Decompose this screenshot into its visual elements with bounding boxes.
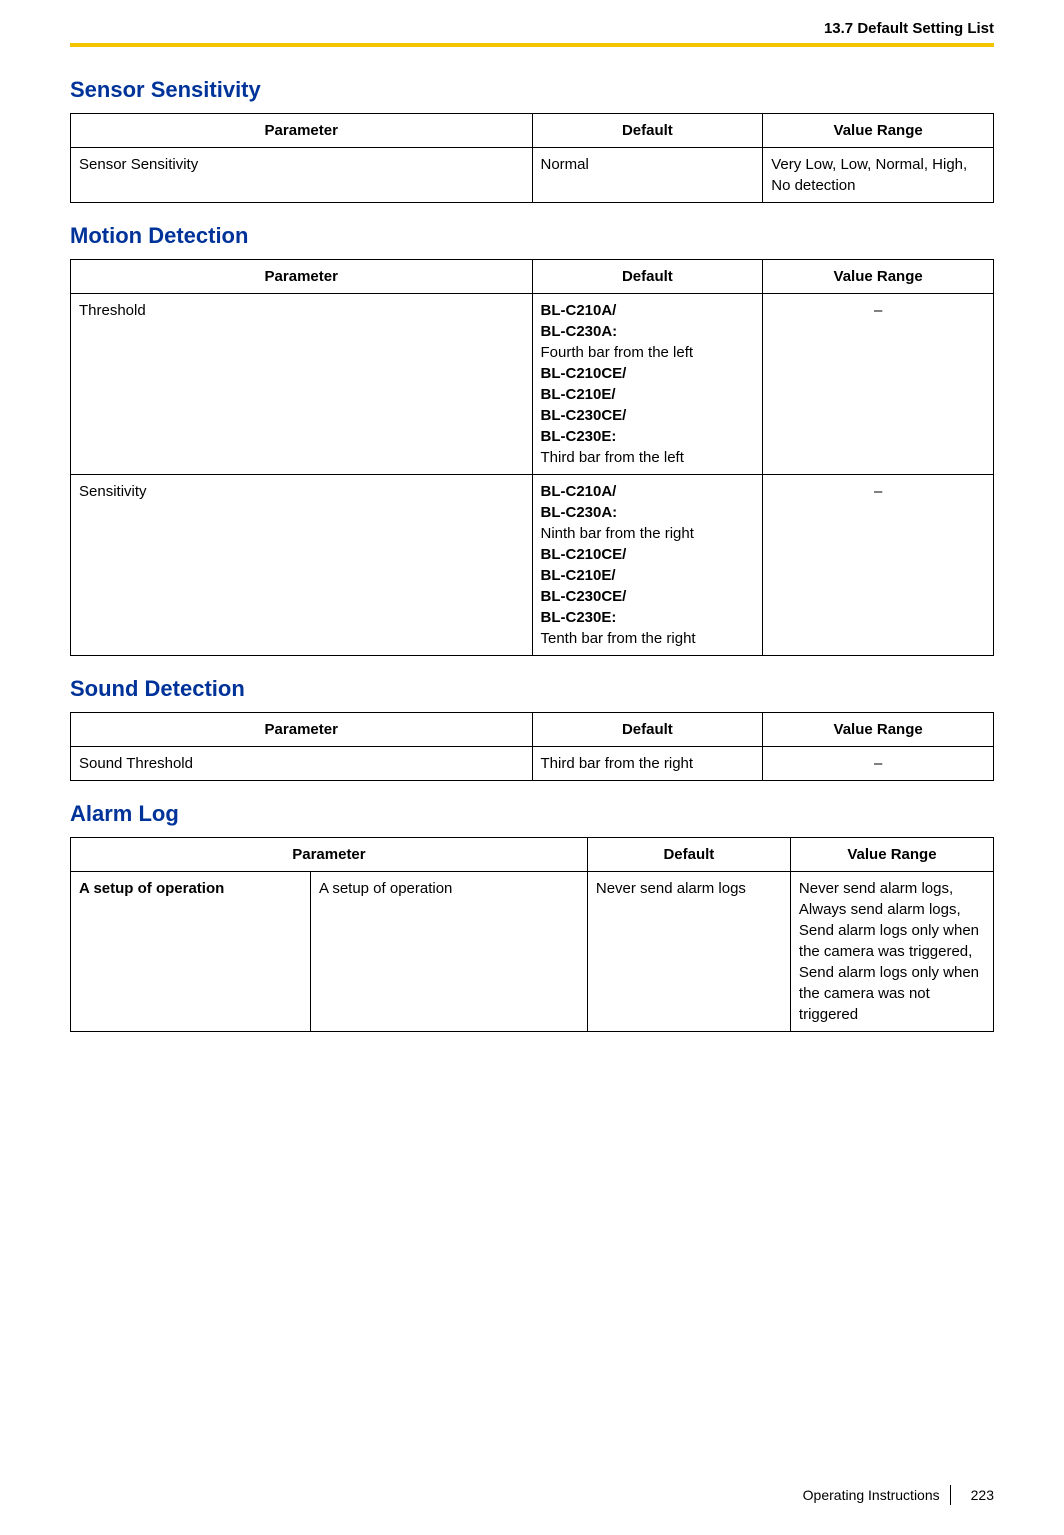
cell-param1: A setup of operation <box>71 872 311 1032</box>
section-title-alarm: Alarm Log <box>70 801 994 827</box>
header-breadcrumb: 13.7 Default Setting List <box>70 20 994 43</box>
table-sound: Parameter Default Value Range Sound Thre… <box>70 712 994 781</box>
table-header-row: Parameter Default Value Range <box>71 260 994 294</box>
table-alarm: Parameter Default Value Range A setup of… <box>70 837 994 1032</box>
table-row: Sensor Sensitivity Normal Very Low, Low,… <box>71 148 994 203</box>
cell-param: Sensitivity <box>71 475 533 656</box>
section-title-motion: Motion Detection <box>70 223 994 249</box>
table-row: A setup of operation A setup of operatio… <box>71 872 994 1032</box>
cell-range: – <box>763 294 994 475</box>
th-parameter: Parameter <box>71 114 533 148</box>
value-line: Ninth bar from the right <box>541 525 694 542</box>
cell-range: Very Low, Low, Normal, High, No detectio… <box>763 148 994 203</box>
model-line: BL-C210CE/ <box>541 365 627 382</box>
table-row: Sound Threshold Third bar from the right… <box>71 747 994 781</box>
model-line: BL-C210E/ <box>541 567 616 584</box>
table-header-row: Parameter Default Value Range <box>71 713 994 747</box>
cell-range: – <box>763 475 994 656</box>
table-header-row: Parameter Default Value Range <box>71 838 994 872</box>
cell-param: Threshold <box>71 294 533 475</box>
th-default: Default <box>532 713 763 747</box>
footer-page-number: 223 <box>971 1487 994 1503</box>
page-container: 13.7 Default Setting List Sensor Sensiti… <box>0 0 1064 1535</box>
footer-divider <box>950 1485 951 1505</box>
th-range: Value Range <box>790 838 993 872</box>
header-accent-bar <box>70 43 994 47</box>
model-line: BL-C230CE/ <box>541 588 627 605</box>
th-default: Default <box>532 114 763 148</box>
model-line: BL-C230E: <box>541 428 617 445</box>
section-title-sensor: Sensor Sensitivity <box>70 77 994 103</box>
th-parameter: Parameter <box>71 713 533 747</box>
section-title-sound: Sound Detection <box>70 676 994 702</box>
cell-param: Sound Threshold <box>71 747 533 781</box>
model-line: BL-C230CE/ <box>541 407 627 424</box>
cell-range: Never send alarm logs, Always send alarm… <box>790 872 993 1032</box>
table-sensor: Parameter Default Value Range Sensor Sen… <box>70 113 994 203</box>
th-range: Value Range <box>763 114 994 148</box>
cell-default: Never send alarm logs <box>587 872 790 1032</box>
model-line: BL-C210A/ <box>541 483 617 500</box>
model-line: BL-C210E/ <box>541 386 616 403</box>
cell-default: BL-C210A/ BL-C230A: Ninth bar from the r… <box>532 475 763 656</box>
model-line: BL-C210CE/ <box>541 546 627 563</box>
footer-label: Operating Instructions <box>803 1487 950 1503</box>
th-default: Default <box>532 260 763 294</box>
cell-param: Sensor Sensitivity <box>71 148 533 203</box>
cell-default: Third bar from the right <box>532 747 763 781</box>
table-row: Threshold BL-C210A/ BL-C230A: Fourth bar… <box>71 294 994 475</box>
th-parameter: Parameter <box>71 260 533 294</box>
cell-default: BL-C210A/ BL-C230A: Fourth bar from the … <box>532 294 763 475</box>
th-range: Value Range <box>763 713 994 747</box>
cell-range: – <box>763 747 994 781</box>
value-line: Tenth bar from the right <box>541 630 696 647</box>
th-parameter: Parameter <box>71 838 588 872</box>
table-motion: Parameter Default Value Range Threshold … <box>70 259 994 656</box>
th-range: Value Range <box>763 260 994 294</box>
model-line: BL-C230A: <box>541 504 618 521</box>
page-footer: Operating Instructions 223 <box>803 1485 994 1505</box>
table-row: Sensitivity BL-C210A/ BL-C230A: Ninth ba… <box>71 475 994 656</box>
model-line: BL-C230E: <box>541 609 617 626</box>
th-default: Default <box>587 838 790 872</box>
value-line: Third bar from the left <box>541 449 684 466</box>
model-line: BL-C210A/ <box>541 302 617 319</box>
cell-default: Normal <box>532 148 763 203</box>
model-line: BL-C230A: <box>541 323 618 340</box>
cell-param2: A setup of operation <box>310 872 587 1032</box>
table-header-row: Parameter Default Value Range <box>71 114 994 148</box>
value-line: Fourth bar from the left <box>541 344 694 361</box>
